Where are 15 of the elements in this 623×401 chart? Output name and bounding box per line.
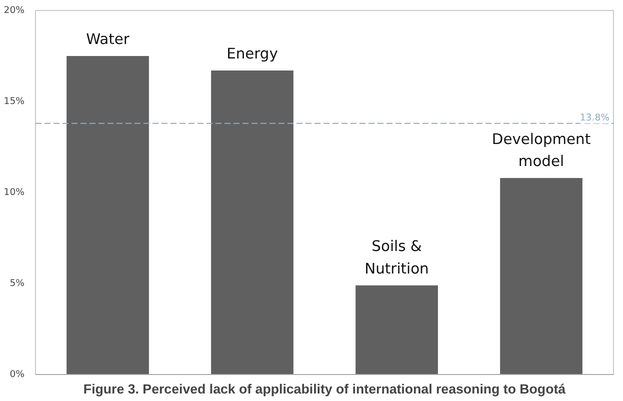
- y-tick-label: 5%: [10, 278, 25, 289]
- x-tick-label: Energy: [226, 46, 278, 63]
- bar: [211, 70, 294, 374]
- bar: [356, 285, 438, 374]
- bar: [66, 56, 149, 374]
- ref-line-label: 13.8%: [580, 112, 610, 124]
- x-tick-label: Soils & Nutrition: [364, 238, 429, 278]
- y-tick-label: 15%: [4, 96, 25, 107]
- x-tick-label: Water: [86, 31, 130, 48]
- text: Figure 3. Perceived lack of applicability of international reasoning to Bogotá: [83, 382, 566, 396]
- y-tick-label: 0%: [10, 369, 25, 380]
- y-tick-label: 20%: [4, 5, 25, 16]
- x-tick-label: Development model: [492, 130, 591, 170]
- bar: [500, 178, 582, 374]
- y-tick-label: 10%: [4, 187, 25, 198]
